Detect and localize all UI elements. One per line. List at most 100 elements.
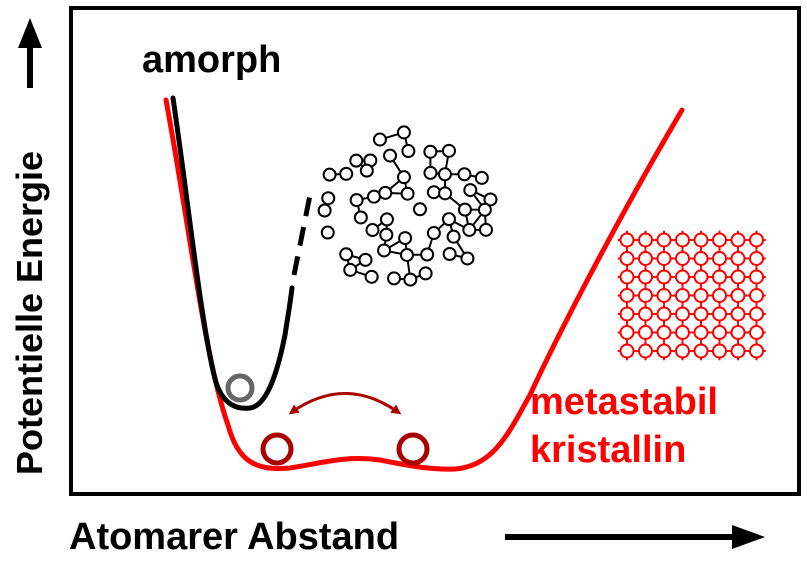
lattice-atom (712, 325, 727, 340)
network-atom (474, 170, 489, 185)
network-atom (483, 192, 498, 207)
lattice-atom (693, 288, 709, 303)
lattice-atom (619, 343, 635, 359)
lattice-atom (712, 269, 727, 285)
lattice-atom (656, 288, 672, 303)
lattice-atom (693, 325, 709, 340)
network-atom (396, 170, 411, 185)
network-atom (343, 262, 358, 277)
network-atom (446, 229, 461, 244)
network-atom (423, 144, 438, 159)
amorphous-state-ball (225, 373, 255, 403)
lattice-atom (675, 325, 690, 340)
network-atom (372, 132, 387, 147)
x-axis-arrow (505, 525, 765, 549)
lattice-atom (656, 343, 672, 359)
network-atom (441, 212, 456, 227)
network-atom (442, 246, 457, 261)
amorphous-energy-curve (170, 95, 295, 411)
lattice-atom (638, 232, 653, 248)
network-atom (349, 193, 364, 208)
lattice-atom (619, 269, 635, 285)
lattice-atom (675, 251, 690, 266)
lattice-atom (712, 343, 727, 359)
network-atom (366, 189, 381, 204)
lattice-atom (638, 251, 653, 266)
network-atom (426, 226, 441, 241)
network-atom (418, 266, 433, 281)
y-axis-arrow (18, 18, 42, 88)
lattice-atom (675, 306, 690, 322)
network-atom (457, 202, 472, 217)
network-atom (463, 183, 478, 198)
network-atom (401, 144, 416, 159)
network-atom (339, 166, 354, 181)
network-atom (377, 243, 392, 258)
lattice-atom (730, 306, 746, 322)
lattice-atom (712, 306, 727, 322)
network-atom (412, 202, 427, 217)
lattice-atom (656, 306, 672, 322)
lattice-atom (730, 288, 746, 303)
network-atom (426, 185, 441, 200)
lattice-atom (730, 251, 746, 266)
lattice-atom (638, 325, 653, 340)
y-axis-label: Potentielle Energie (9, 151, 50, 475)
lattice-atom (749, 288, 764, 303)
network-atom (359, 163, 374, 178)
lattice-atom (656, 325, 672, 340)
lattice-atom (675, 269, 690, 285)
network-atom (441, 143, 456, 158)
network-atom (398, 231, 413, 246)
network-atom (383, 148, 398, 163)
network-atom (379, 227, 394, 242)
network-atom (364, 269, 379, 284)
lattice-atom (638, 269, 653, 285)
network-atom (423, 165, 438, 180)
lattice-atom (730, 269, 746, 285)
transition-double-arrow (288, 392, 402, 415)
lattice-atom (712, 232, 727, 248)
network-atom (399, 247, 414, 262)
lattice-atom (693, 306, 709, 322)
lattice-atom (675, 288, 690, 303)
x-axis-label: Atomarer Abstand (69, 516, 399, 558)
lattice-atom (619, 325, 635, 340)
lattice-atom (619, 251, 635, 266)
network-atom (478, 222, 493, 237)
lattice-atom (693, 343, 709, 359)
lattice-atom (693, 232, 709, 248)
network-atom (339, 247, 354, 262)
network-atom (462, 222, 477, 237)
lattice-atom (619, 288, 635, 303)
lattice-atom (619, 306, 635, 322)
metastable-state-ball-right (396, 432, 430, 466)
metastable-state-ball-left (260, 432, 294, 466)
network-atom (477, 202, 492, 217)
lattice-atom (730, 232, 746, 248)
lattice-atom (656, 269, 672, 285)
lattice-atom (693, 269, 709, 285)
network-atom (349, 153, 364, 168)
network-atom (387, 271, 402, 286)
network-atom (320, 225, 335, 240)
amorphous-label: amorph (142, 39, 281, 81)
lattice-atom (656, 251, 672, 266)
network-atom (437, 167, 452, 182)
lattice-atom (638, 343, 653, 359)
network-atom (438, 186, 453, 201)
lattice-atom (638, 306, 653, 322)
network-atom (460, 251, 475, 266)
crystalline-label: kristallin (530, 429, 686, 471)
lattice-atom (730, 343, 746, 359)
lattice-atom (749, 343, 764, 359)
network-atom (358, 252, 373, 267)
network-atom (420, 247, 435, 262)
lattice-atom (675, 343, 690, 359)
lattice-atom (712, 288, 727, 303)
lattice-atom (619, 232, 635, 248)
lattice-atom (656, 232, 672, 248)
lattice-atom (638, 288, 653, 303)
lattice-atom (730, 325, 746, 340)
